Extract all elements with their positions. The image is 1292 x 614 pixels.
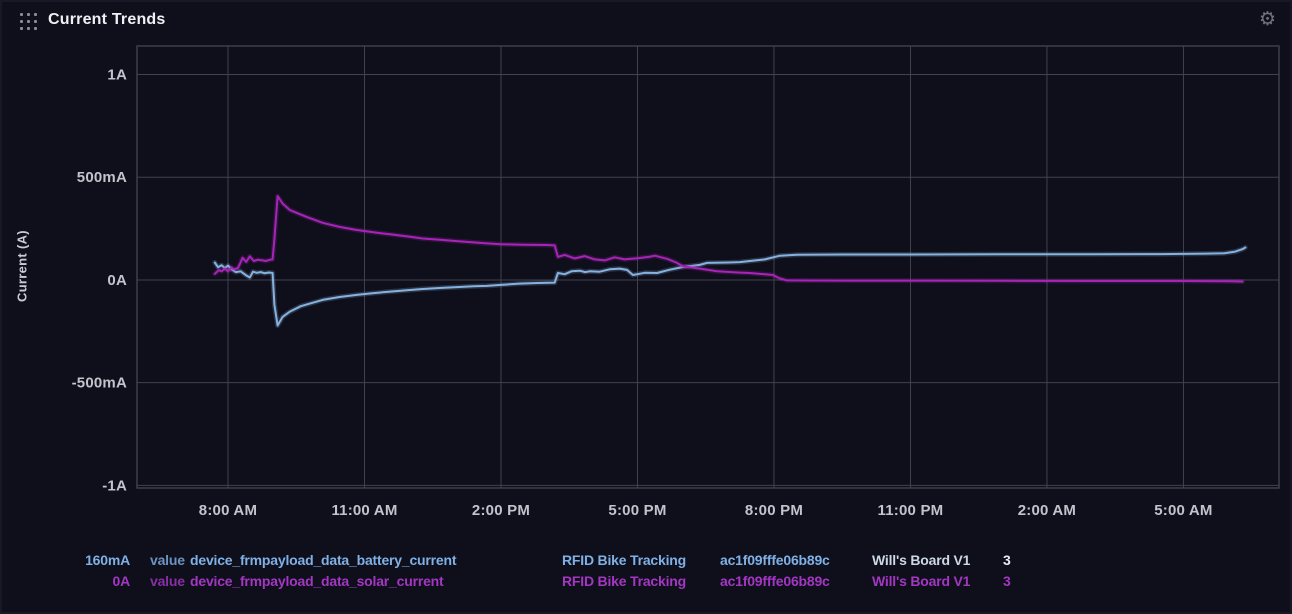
panel-header: Current Trends ⚙ (0, 0, 1292, 40)
svg-text:1A: 1A (107, 67, 127, 84)
svg-text:8:00 AM: 8:00 AM (199, 502, 257, 519)
legend-solar-application: RFID Bike Tracking (562, 573, 686, 589)
drag-handle-icon[interactable] (18, 11, 38, 31)
legend-battery-field: value (150, 552, 185, 568)
settings-gear-icon[interactable]: ⚙ (1258, 8, 1276, 30)
svg-text:2:00 PM: 2:00 PM (472, 502, 530, 519)
legend-solar-series: device_frmpayload_data_solar_current (190, 573, 444, 589)
legend-row-battery-current[interactable]: 160mA value device_frmpayload_data_batte… (0, 550, 1292, 571)
legend-solar-port: 3 (1003, 573, 1011, 589)
panel-title: Current Trends (48, 11, 166, 28)
legend-battery-series: device_frmpayload_data_battery_current (190, 552, 457, 568)
svg-text:8:00 PM: 8:00 PM (745, 502, 803, 519)
legend-solar-field: value (150, 573, 185, 589)
svg-text:-500mA: -500mA (72, 375, 127, 392)
svg-text:0A: 0A (107, 272, 127, 289)
legend-battery-device-name: Will's Board V1 (872, 552, 971, 568)
legend-battery-application: RFID Bike Tracking (562, 552, 686, 568)
svg-text:500mA: 500mA (77, 169, 127, 186)
legend-solar-reading: 0A (112, 573, 131, 589)
svg-text:11:00 AM: 11:00 AM (331, 502, 397, 519)
legend-solar-device-name: Will's Board V1 (872, 573, 971, 589)
legend-battery-reading: 160mA (85, 552, 130, 568)
svg-text:-1A: -1A (102, 477, 127, 494)
svg-text:5:00 PM: 5:00 PM (608, 502, 666, 519)
legend-battery-port: 3 (1003, 552, 1011, 568)
svg-text:11:00 PM: 11:00 PM (878, 502, 944, 519)
svg-text:5:00 AM: 5:00 AM (1154, 502, 1212, 519)
legend-solar-device-eui: ac1f09fffe06b89c (720, 573, 830, 589)
current-trends-chart[interactable]: 8:00 AM 11:00 AM 2:00 PM 5:00 PM 8:00 PM 11:0… (0, 0, 1292, 532)
chart-legend: 160mA value device_frmpayload_data_batte… (0, 550, 1292, 592)
legend-battery-device-eui: ac1f09fffe06b89c (720, 552, 830, 568)
legend-row-solar-current[interactable]: 0A value device_frmpayload_data_solar_cu… (0, 571, 1292, 592)
svg-text:2:00 AM: 2:00 AM (1018, 502, 1076, 519)
